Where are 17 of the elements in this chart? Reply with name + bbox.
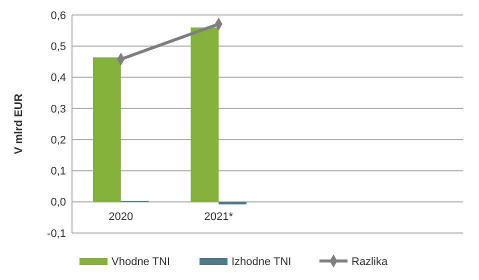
legend-label: Vhodne TNI: [112, 256, 170, 268]
y-tick-label: 0,0: [50, 196, 66, 209]
y-tick-label: -0,1: [47, 228, 66, 240]
bar: [93, 57, 121, 202]
x-tick-label: 2021*: [204, 210, 234, 223]
y-tick-label: 0,2: [50, 134, 66, 146]
bar: [190, 27, 219, 202]
y-tick-label: 0,1: [50, 166, 66, 178]
y-tick-label: 0,6: [50, 10, 66, 22]
legend-label: Razlika: [352, 256, 388, 268]
y-axis-title: V mlrd EUR: [13, 94, 25, 154]
y-tick-label: 0,3: [50, 103, 66, 116]
bar: [218, 202, 246, 204]
y-tick-label: 0,5: [50, 40, 66, 53]
legend-label: Izhodne TNI: [232, 256, 292, 268]
x-tick-label: 2020: [108, 210, 134, 223]
y-tick-label: 0,4: [50, 72, 66, 84]
